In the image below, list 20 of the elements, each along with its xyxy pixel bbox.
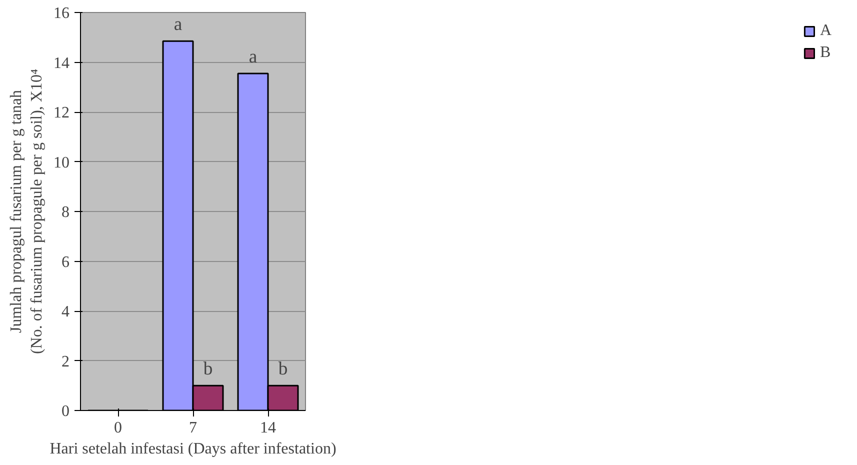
y-tick-label: 4 bbox=[62, 304, 70, 320]
y-tick-label: 2 bbox=[62, 353, 70, 370]
annotation: b bbox=[203, 358, 213, 380]
annotation: a bbox=[174, 14, 183, 36]
annotation: b bbox=[278, 358, 288, 380]
legend-label: A bbox=[820, 22, 833, 40]
y-axis-title: Jumlah propagul fusarium per g tanah (No. of fusarium propagule per g soil), X10⁴ bbox=[8, 68, 46, 354]
x-axis-title: Hari setelah infestasi (Days after infestation) bbox=[50, 440, 336, 458]
y-tick-label: 0 bbox=[62, 403, 70, 420]
y-tick-label: 10 bbox=[54, 154, 70, 172]
x-tick-label: 0 bbox=[114, 420, 122, 436]
y-tick-label: 8 bbox=[62, 204, 70, 221]
y-tick-label: 6 bbox=[62, 254, 70, 271]
y-tick-label: 12 bbox=[54, 104, 70, 122]
x-tick-label: 7 bbox=[189, 420, 197, 436]
x-tick-label: 14 bbox=[260, 420, 276, 436]
y-tick-label: 14 bbox=[54, 54, 70, 72]
y-tick-label: 16 bbox=[54, 5, 70, 22]
legend-label: B bbox=[820, 44, 832, 62]
annotation: a bbox=[248, 46, 258, 68]
